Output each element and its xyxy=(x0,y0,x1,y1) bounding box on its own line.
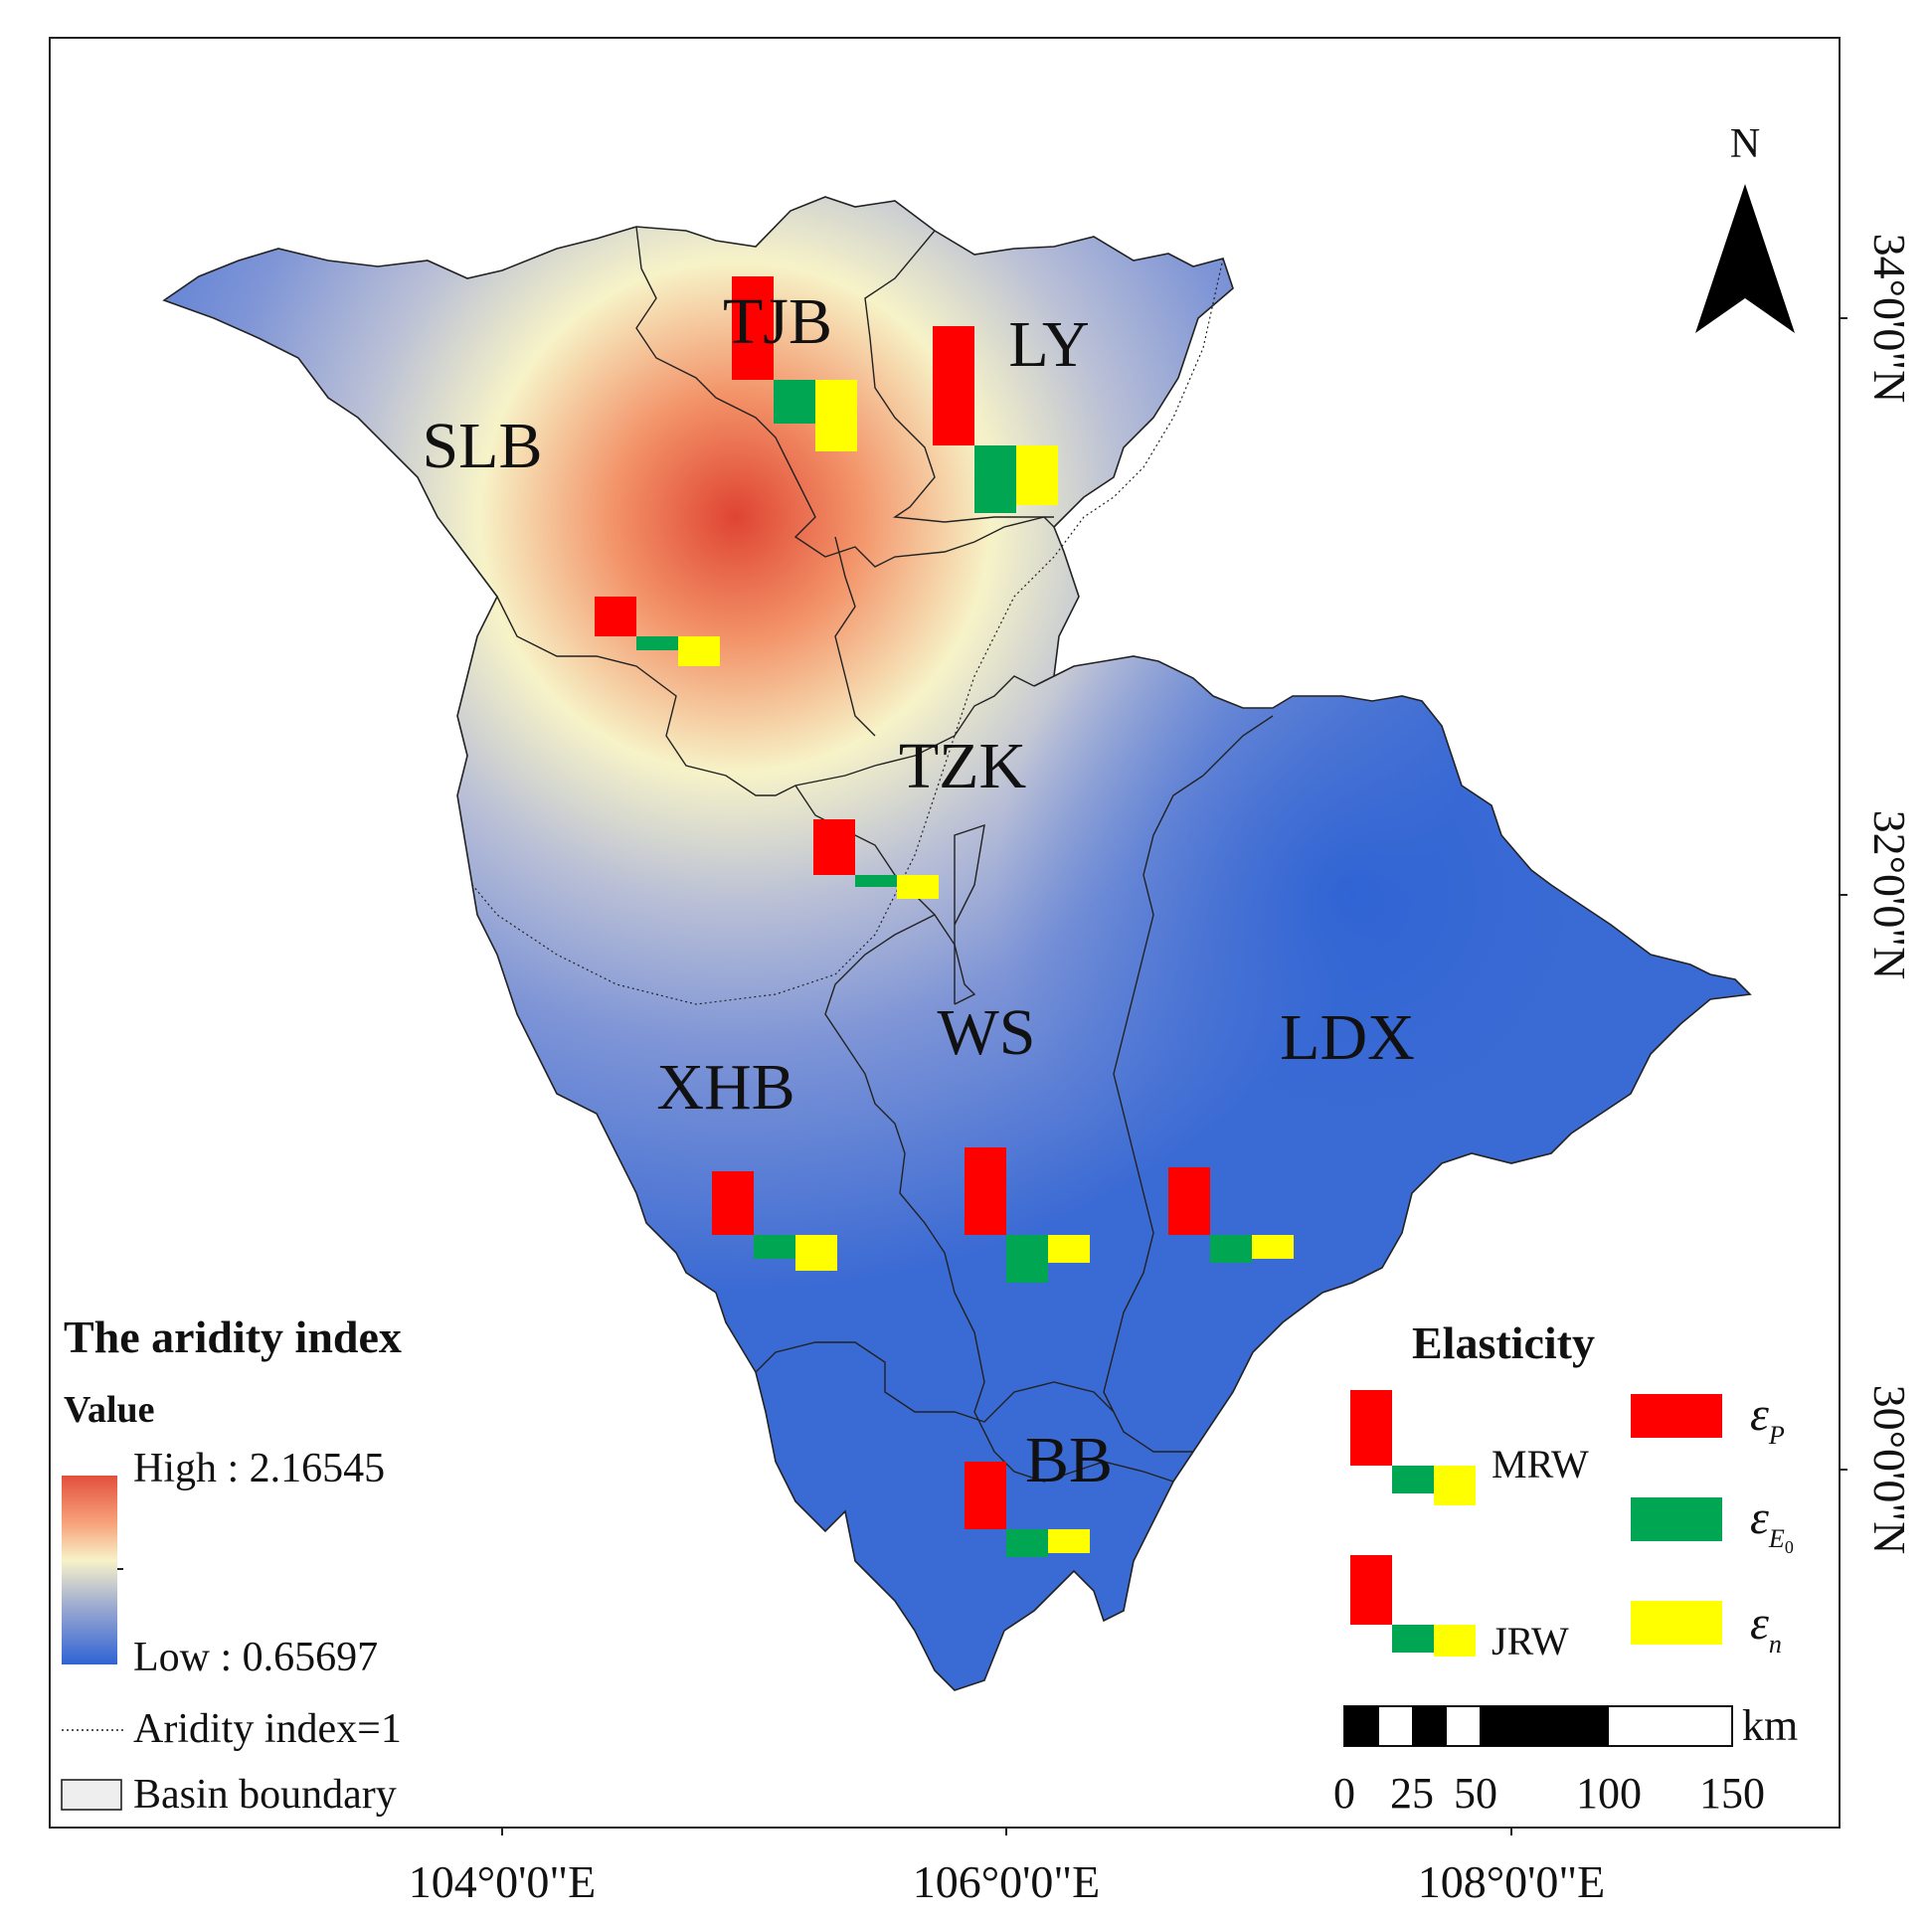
scale-tick-25: 25 xyxy=(1390,1769,1434,1818)
ly-ee0-bar xyxy=(974,445,1016,513)
ee0-key-label: εE0 xyxy=(1750,1491,1794,1557)
region-ws: WS xyxy=(938,996,1090,1283)
lon-label-108: 108°0'0"E xyxy=(1418,1856,1606,1907)
ly-label: LY xyxy=(1008,308,1089,381)
ws-en-bar xyxy=(1048,1235,1090,1263)
bb-label: BB xyxy=(1025,1424,1113,1496)
en-key-label: εn xyxy=(1750,1597,1782,1659)
xhb-ep-bar xyxy=(712,1171,754,1235)
sub-basin-boundaries xyxy=(496,226,1274,1483)
xhb-label: XHB xyxy=(656,1051,794,1124)
scale-tick-150: 150 xyxy=(1699,1769,1765,1818)
xhb-ee0-bar xyxy=(754,1235,795,1259)
lon-label-106: 106°0'0"E xyxy=(913,1856,1101,1907)
region-bb: BB xyxy=(965,1424,1113,1557)
ldx-ee0-bar xyxy=(1210,1235,1252,1263)
tjb-ep-bar xyxy=(732,276,774,380)
north-arrow: N xyxy=(1695,121,1795,333)
ws-ee0-bar xyxy=(1006,1235,1048,1283)
tjb-label: TJB xyxy=(723,285,832,358)
north-label: N xyxy=(1730,121,1760,167)
slb-ep-bar xyxy=(595,597,636,636)
mrw-en-bar xyxy=(1434,1466,1476,1505)
latitude-axis: 34°0'0"N 32°0'0"N 30°0'0"N xyxy=(1840,234,1915,1555)
map-frame xyxy=(49,37,1841,1829)
ldx-en-bar xyxy=(1252,1235,1294,1259)
lat-label-34: 34°0'0"N xyxy=(1864,234,1915,404)
lat-label-32: 32°0'0"N xyxy=(1864,810,1915,980)
scale-tick-50: 50 xyxy=(1454,1769,1497,1818)
aridity-low-label: Low : 0.65697 xyxy=(133,1635,378,1680)
tjb-en-bar xyxy=(815,380,857,451)
aridity-high-label: High : 2.16545 xyxy=(133,1446,385,1491)
aridity-legend-value-label: Value xyxy=(64,1389,155,1431)
bb-ep-bar xyxy=(965,1462,1006,1529)
ws-label: WS xyxy=(938,996,1036,1069)
region-slb: SLB xyxy=(422,410,720,666)
slb-label: SLB xyxy=(422,410,542,482)
ldx-ep-bar xyxy=(1168,1167,1210,1235)
tzk-ep-bar xyxy=(813,819,855,875)
aridity-line-label: Aridity index=1 xyxy=(133,1706,402,1752)
region-tjb: TJB xyxy=(723,276,857,451)
mrw-label: MRW xyxy=(1492,1442,1589,1486)
xhb-en-bar xyxy=(795,1235,837,1271)
ldx-label: LDX xyxy=(1280,1001,1415,1074)
jrw-ep-bar xyxy=(1350,1555,1392,1625)
jrw-ee0-bar xyxy=(1392,1625,1434,1653)
scale-tick-100: 100 xyxy=(1576,1769,1642,1818)
scale-unit: km xyxy=(1742,1701,1798,1750)
region-layer: SLB TJB LY TZK XHB WS LDX BB xyxy=(422,276,1415,1557)
scale-tick-0: 0 xyxy=(1333,1769,1355,1818)
aridity-index-one-line xyxy=(471,258,1224,1005)
jrw-en-bar xyxy=(1434,1625,1476,1657)
tjb-ee0-bar xyxy=(774,380,815,424)
ep-swatch xyxy=(1631,1394,1722,1438)
basin-boundary-label: Basin boundary xyxy=(133,1772,397,1818)
tzk-en-bar xyxy=(897,875,939,899)
ly-en-bar xyxy=(1016,445,1058,505)
ep-key-label: εP xyxy=(1750,1388,1785,1450)
longitude-axis: 104°0'0"E 106°0'0"E 108°0'0"E xyxy=(409,1828,1606,1907)
bb-en-bar xyxy=(1048,1529,1090,1553)
ly-ep-bar xyxy=(933,326,974,445)
mrw-ep-bar xyxy=(1350,1390,1392,1466)
region-ldx: LDX xyxy=(1168,1001,1415,1263)
north-arrow-icon xyxy=(1695,184,1795,333)
jrw-label: JRW xyxy=(1492,1619,1569,1663)
aridity-color-ramp xyxy=(62,1476,117,1664)
region-xhb: XHB xyxy=(656,1051,837,1271)
tzk-ee0-bar xyxy=(855,875,897,887)
lon-label-104: 104°0'0"E xyxy=(409,1856,597,1907)
elasticity-legend: Elasticity MRW JRW εP εE0 εn xyxy=(1350,1317,1794,1663)
basin-boundary-swatch xyxy=(61,1779,122,1811)
slb-en-bar xyxy=(678,636,720,666)
scale-bar: km 0 25 50 100 150 xyxy=(1333,1701,1798,1818)
elasticity-legend-title: Elasticity xyxy=(1412,1317,1595,1368)
bb-ee0-bar xyxy=(1006,1529,1048,1557)
aridity-legend: The aridity index Value High : 2.16545 L… xyxy=(61,1311,402,1818)
region-ly: LY xyxy=(933,308,1090,513)
slb-ee0-bar xyxy=(636,636,678,650)
region-tzk: TZK xyxy=(813,730,1026,899)
mrw-ee0-bar xyxy=(1392,1466,1434,1493)
ws-ep-bar xyxy=(965,1147,1006,1235)
tzk-label: TZK xyxy=(899,730,1026,802)
en-swatch xyxy=(1631,1601,1722,1645)
ee0-swatch xyxy=(1631,1497,1722,1541)
lat-label-30: 30°0'0"N xyxy=(1864,1385,1915,1555)
aridity-legend-title: The aridity index xyxy=(64,1311,402,1362)
